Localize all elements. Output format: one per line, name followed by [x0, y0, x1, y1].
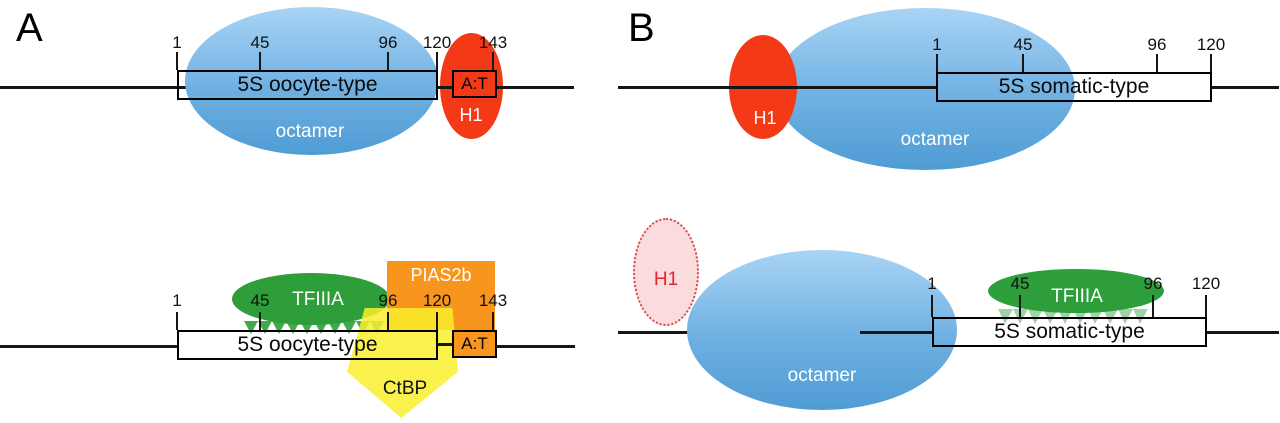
gene-label: 5S oocyte-type [237, 333, 378, 356]
ctbp-pentagon [347, 308, 458, 418]
tick-label: 45 [250, 291, 270, 310]
tick-label: 96 [1143, 274, 1163, 293]
gene-box [932, 317, 1207, 347]
tick-mark [259, 312, 261, 330]
tick-mark [176, 312, 178, 330]
tfiiia-label: TFIIIA [292, 289, 344, 310]
tick-mark [1019, 295, 1021, 317]
octamer-ellipse [185, 7, 438, 155]
tfiiia-ellipse [988, 269, 1164, 313]
gene-label: 5S somatic-type [994, 320, 1145, 343]
at-box: A:T [452, 70, 497, 98]
tick-mark [1205, 295, 1207, 317]
octamer-ellipse [687, 250, 957, 410]
octamer-label: octamer [900, 129, 970, 150]
gene-label: 5S oocyte-type [237, 73, 378, 96]
tick-label: 120 [422, 33, 452, 52]
at-box: A:T [452, 330, 497, 358]
dna-line-left [618, 86, 936, 89]
tick-label: 96 [378, 33, 398, 52]
dna-line-mid [860, 331, 934, 334]
dna-line-left [0, 86, 186, 89]
tick-mark [436, 52, 438, 70]
tick-label: 120 [422, 291, 452, 310]
pias2b-label: PIAS2b [410, 265, 472, 285]
tick-mark [387, 312, 389, 330]
tfiiia-label: TFIIIA [1051, 286, 1103, 307]
octamer-label: octamer [787, 365, 857, 386]
tick-mark [931, 295, 933, 317]
tick-mark [1210, 54, 1212, 72]
tick-label: 45 [1013, 35, 1033, 54]
tick-mark [1156, 54, 1158, 72]
tick-label: 1 [172, 33, 182, 52]
h1-label: H1 [459, 105, 483, 125]
dna-line-connector [438, 343, 452, 346]
tick-label: 1 [927, 274, 937, 293]
tick-label: 45 [250, 33, 270, 52]
tick-label: 143 [478, 33, 508, 52]
tick-label: 143 [478, 291, 508, 310]
tick-mark [176, 52, 178, 70]
gene-box [177, 330, 438, 360]
dna-line-right [438, 86, 574, 89]
tick-mark [1022, 54, 1024, 72]
tick-mark [492, 52, 494, 70]
ctbp-label: CtBP [382, 378, 428, 399]
tick-label: 96 [1147, 35, 1167, 54]
tick-label: 45 [1010, 274, 1030, 293]
tick-mark [259, 52, 261, 70]
tick-label: 1 [172, 291, 182, 310]
gene-label: 5S somatic-type [998, 75, 1150, 98]
h1-label: H1 [753, 108, 777, 128]
tick-mark [936, 54, 938, 72]
octamer-ellipse [775, 8, 1075, 170]
tfiiia-teeth-icon [998, 309, 1148, 324]
tick-mark [1152, 295, 1154, 317]
tick-mark [492, 312, 494, 330]
gene-box [936, 72, 1212, 102]
tick-label: 96 [378, 291, 398, 310]
dna-line-right [1212, 86, 1279, 89]
dna-line-left [0, 345, 180, 348]
panel-a-letter: A [16, 6, 43, 50]
dna-line-left [618, 331, 692, 334]
h1-faded-ellipse [633, 218, 699, 326]
tick-mark [436, 312, 438, 330]
octamer-label: octamer [275, 121, 345, 142]
dna-line-right [1207, 331, 1279, 334]
panel-b-letter: B [628, 6, 655, 50]
gene-box [177, 70, 438, 100]
tick-mark [387, 52, 389, 70]
tick-label: 120 [1191, 274, 1221, 293]
h1-faded-label: H1 [653, 269, 679, 290]
tick-label: 120 [1196, 35, 1226, 54]
dna-line-right [495, 345, 575, 348]
tick-label: 1 [932, 35, 942, 54]
